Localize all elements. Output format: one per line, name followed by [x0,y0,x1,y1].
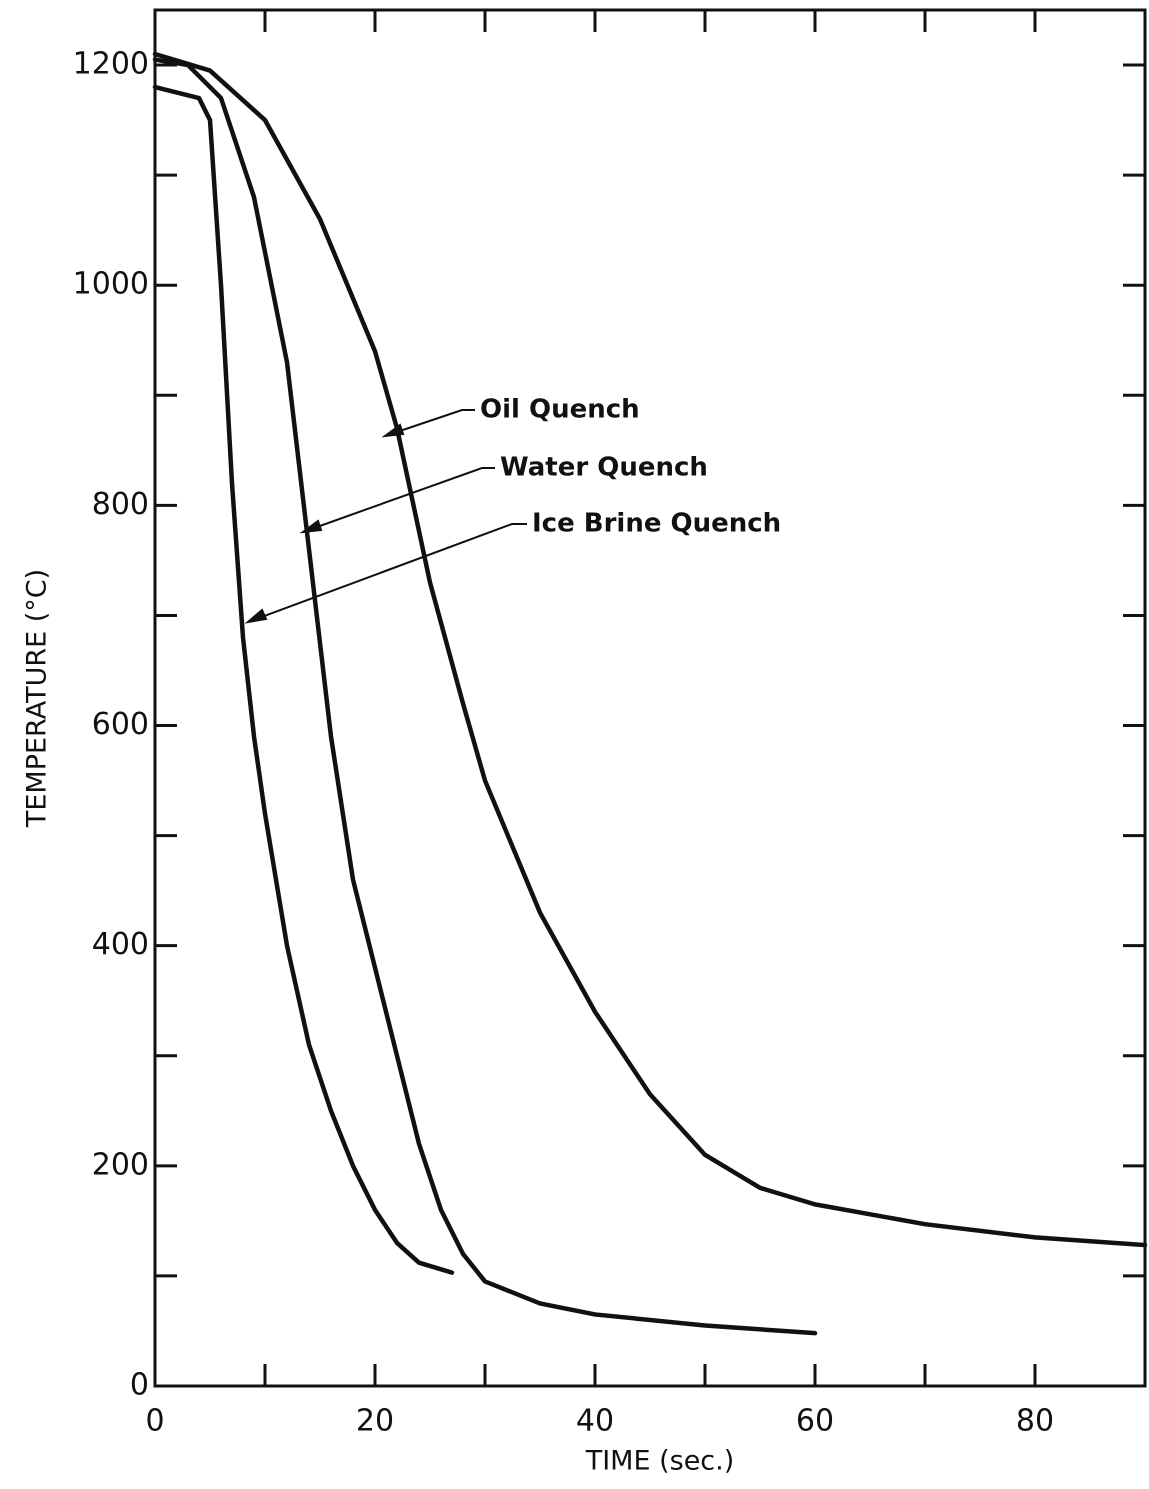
y-tick-label: 800 [92,487,149,522]
x-axis-label: TIME (sec.) [585,1446,735,1477]
series-line [152,57,818,1336]
y-tick-label: 0 [130,1368,149,1403]
leader [384,409,475,437]
y-tick-label: 600 [92,707,149,742]
x-tick-label: 80 [1016,1404,1054,1439]
x-tick-label: 0 [145,1404,164,1439]
x-tick-label: 20 [356,1404,394,1439]
y-axis-label: TEMPERATURE (°C) [22,569,53,828]
y-tick-label: 1000 [73,267,149,302]
x-tick-label: 60 [796,1404,834,1439]
annotation: Oil Quench [480,395,640,425]
annotation-leaders [244,409,527,624]
y-tick-label: 200 [92,1147,149,1182]
annotation: Ice Brine Quench [532,509,781,539]
plot-frame [153,8,1147,1388]
series-line [152,84,455,1275]
arrowhead [244,608,268,624]
annotation: Water Quench [500,453,708,483]
series-line [152,51,1148,1248]
x-tick-label: 40 [576,1404,614,1439]
leader [247,523,527,623]
y-tick-label: 1200 [73,47,149,82]
leader [302,467,495,533]
y-tick-label: 400 [92,927,149,962]
